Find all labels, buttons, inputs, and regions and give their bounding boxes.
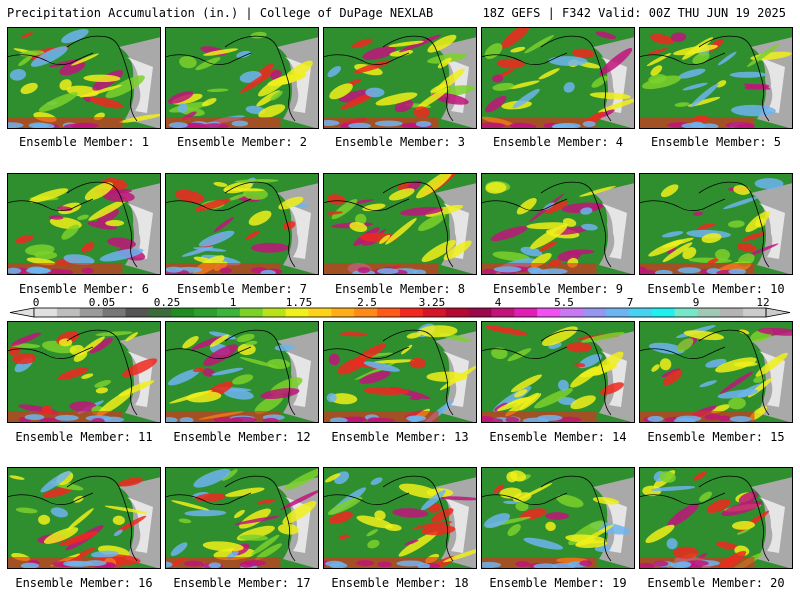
ensemble-member-label: Ensemble Member: 18 <box>331 576 469 590</box>
colorbar-swatch <box>674 308 698 317</box>
colorbar-tick-label: 1 <box>229 296 237 309</box>
ensemble-member-map <box>165 27 319 129</box>
colorbar-swatch <box>308 308 332 317</box>
colorbar-swatch <box>628 308 653 317</box>
ensemble-member-label: Ensemble Member: 17 <box>173 576 311 590</box>
valid-time-label: 18Z GEFS | F342 Valid: 00Z THU JUN 19 20… <box>482 6 786 20</box>
colorbar-swatch <box>354 308 378 317</box>
colorbar-swatch <box>56 308 81 317</box>
ensemble-member-map <box>7 27 161 129</box>
colorbar-swatch <box>285 308 309 317</box>
ensemble-member-label: Ensemble Member: 13 <box>331 430 469 444</box>
ensemble-member-label: Ensemble Member: 19 <box>489 576 627 590</box>
colorbar-swatch <box>239 308 264 317</box>
ensemble-member-map <box>323 467 477 569</box>
ensemble-member-map <box>639 321 793 423</box>
ensemble-member-map <box>165 321 319 423</box>
ensemble-member-map <box>481 321 635 423</box>
ensemble-member-map <box>639 173 793 275</box>
colorbar-swatch <box>125 308 149 317</box>
colorbar-tick-label: 0 <box>32 296 40 309</box>
ensemble-member-label: Ensemble Member: 6 <box>18 282 150 296</box>
colorbar-swatch <box>605 308 630 317</box>
colorbar-swatch <box>400 308 424 317</box>
ensemble-member-label: Ensemble Member: 8 <box>334 282 466 296</box>
ensemble-member-map <box>481 173 635 275</box>
colorbar-swatch <box>331 308 355 317</box>
ensemble-member-map <box>481 27 635 129</box>
ensemble-member-label: Ensemble Member: 20 <box>647 576 785 590</box>
ensemble-member-map <box>7 467 161 569</box>
colorbar-swatch <box>537 308 561 317</box>
colorbar-swatch <box>262 308 287 317</box>
colorbar-swatch <box>194 308 218 317</box>
colorbar-swatch <box>514 308 538 317</box>
ensemble-member-label: Ensemble Member: 3 <box>334 135 466 149</box>
ensemble-member-label: Ensemble Member: 4 <box>492 135 624 149</box>
colorbar-tick-label: 0.05 <box>88 296 116 309</box>
colorbar-swatch <box>697 308 721 317</box>
ensemble-member-map <box>639 27 793 129</box>
ensemble-member-label: Ensemble Member: 5 <box>650 135 782 149</box>
ensemble-member-map <box>165 173 319 275</box>
colorbar-swatch <box>377 308 401 317</box>
ensemble-member-label: Ensemble Member: 11 <box>15 430 153 444</box>
colorbar-swatch <box>34 308 58 317</box>
ensemble-member-map <box>7 173 161 275</box>
colorbar-swatch <box>79 308 104 317</box>
ensemble-member-label: Ensemble Member: 14 <box>489 430 627 444</box>
ensemble-member-map <box>323 27 477 129</box>
ensemble-member-label: Ensemble Member: 9 <box>492 282 624 296</box>
colorbar-swatch <box>583 308 607 317</box>
ensemble-member-label: Ensemble Member: 12 <box>173 430 311 444</box>
colorbar-swatch <box>171 308 195 317</box>
colorbar-tick-label: 12 <box>756 296 770 309</box>
colorbar-tick-label: 7 <box>626 296 634 309</box>
colorbar-swatch <box>491 308 515 317</box>
ensemble-member-label: Ensemble Member: 2 <box>176 135 308 149</box>
ensemble-member-map <box>639 467 793 569</box>
ensemble-member-map <box>323 173 477 275</box>
colorbar-tick-label: 3.25 <box>418 296 446 309</box>
colorbar-tick-label: 0.25 <box>153 296 181 309</box>
ensemble-member-label: Ensemble Member: 16 <box>15 576 153 590</box>
ensemble-member-map <box>323 321 477 423</box>
colorbar-swatch <box>422 308 447 317</box>
colorbar-swatch <box>102 308 126 317</box>
ensemble-member-map <box>481 467 635 569</box>
colorbar-swatch <box>720 308 744 317</box>
colorbar-swatch <box>148 308 172 317</box>
ensemble-member-label: Ensemble Member: 7 <box>176 282 308 296</box>
ensemble-member-map <box>165 467 319 569</box>
colorbar-tick-label: 4 <box>494 296 502 309</box>
map-title: Precipitation Accumulation (in.) | Colle… <box>7 6 434 20</box>
colorbar-swatch <box>651 308 675 317</box>
colorbar-tick-label: 5.5 <box>554 296 574 309</box>
precipitation-colorbar <box>9 307 791 318</box>
ensemble-member-label: Ensemble Member: 1 <box>18 135 150 149</box>
colorbar-tick-label: 9 <box>692 296 700 309</box>
colorbar-tick-label: 1.75 <box>285 296 313 309</box>
ensemble-member-map <box>7 321 161 423</box>
colorbar-swatch <box>217 308 241 317</box>
ensemble-member-label: Ensemble Member: 10 <box>647 282 785 296</box>
colorbar-swatch <box>445 308 470 317</box>
colorbar-swatch <box>743 308 767 317</box>
colorbar-tick-label: 2.5 <box>357 296 377 309</box>
colorbar-swatch <box>560 308 584 317</box>
ensemble-member-label: Ensemble Member: 15 <box>647 430 785 444</box>
colorbar-swatch <box>468 308 492 317</box>
